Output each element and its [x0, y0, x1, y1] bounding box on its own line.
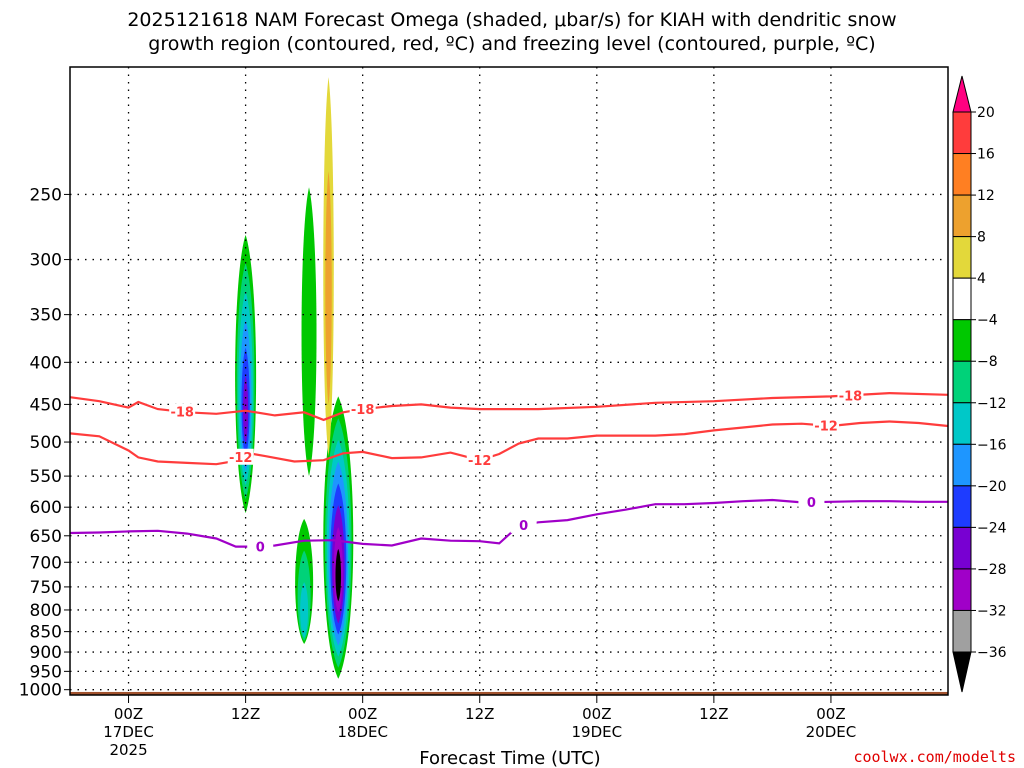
y-tick-label-850: 850	[30, 623, 62, 643]
contour-label-0-1: -18	[351, 403, 375, 418]
contour-label-bg-0-0	[169, 403, 196, 420]
omega-contour-2--8	[301, 187, 317, 477]
colorbar-bottom-arrow	[952, 651, 972, 693]
x-tick-date-0: 17DEC	[103, 723, 154, 741]
omega-contour-4-8	[325, 171, 332, 405]
colorbar-label-0: 20	[977, 105, 995, 121]
colorbar-bin-6	[952, 360, 972, 404]
y-tick-label-450: 450	[30, 395, 62, 415]
x-tick-year-0: 2025	[109, 741, 147, 759]
contour-label-1-1: -12	[468, 454, 492, 469]
contour-label-bg-1-2	[813, 417, 840, 434]
x-tick-label-72: 00Z	[816, 705, 845, 723]
colorbar-label-1: 16	[977, 147, 995, 163]
contour-line-2	[69, 498, 948, 548]
ground-strip	[70, 691, 948, 695]
omega-shading	[235, 77, 354, 679]
y-tick-label-650: 650	[30, 527, 62, 547]
ground-terrain	[70, 691, 948, 695]
colorbar-bin-0	[952, 111, 972, 155]
colorbar: 20 16 12 8 4 −4 −8 −12 −16 −20 −24 −28 −32 −36	[952, 75, 1007, 693]
y-tick-label-1000: 1000	[19, 681, 62, 701]
x-tick-label-60: 12Z	[699, 705, 728, 723]
x-tick-label-48: 00Z	[582, 705, 611, 723]
contour-label-2-0: 0	[256, 540, 265, 555]
contour-label-1-0: -12	[229, 451, 253, 466]
contour-label-bg-1-1	[466, 452, 493, 469]
x-tick-date-48: 19DEC	[572, 723, 623, 741]
contour-label-0-0: -18	[170, 406, 194, 421]
y-tick-label-550: 550	[30, 467, 62, 487]
contour-label-2-1: 0	[519, 519, 528, 534]
chart-title-line1: 2025121618 NAM Forecast Omega (shaded, μ…	[127, 9, 896, 31]
contour-label-0-2: -18	[839, 389, 863, 404]
colorbar-label-2: 12	[977, 188, 995, 204]
contour-label-bg-2-2	[798, 494, 825, 511]
y-tick-label-700: 700	[30, 553, 62, 573]
colorbar-bin-9	[952, 485, 972, 528]
y-tick-label-950: 950	[30, 662, 62, 682]
colorbar-bin-11	[952, 568, 972, 611]
colorbar-label-8: −16	[977, 437, 1007, 453]
x-tick-label-36: 12Z	[465, 705, 494, 723]
x-tick-label-0: 00Z	[114, 705, 143, 723]
contour-label-bg-2-0	[247, 538, 274, 555]
contour-label-bg-0-2	[837, 387, 864, 404]
y-tick-label-750: 750	[30, 578, 62, 598]
colorbar-bin-3	[952, 236, 972, 279]
x-tick-label-12: 12Z	[231, 705, 260, 723]
x-tick-label-24: 00Z	[348, 705, 377, 723]
omega-contour-3--16	[300, 582, 309, 638]
y-tick-label-400: 400	[30, 353, 62, 373]
contour-label-bg-2-1	[510, 516, 537, 533]
colorbar-label-6: −8	[977, 354, 998, 370]
colorbar-bin-5	[952, 319, 972, 362]
colorbar-bin-10	[952, 526, 972, 570]
y-axis: 2503003504004505005506006507007508008509…	[19, 185, 70, 701]
y-tick-label-900: 900	[30, 643, 62, 663]
colorbar-label-5: −4	[977, 313, 998, 329]
y-tick-label-800: 800	[30, 601, 62, 621]
y-tick-label-300: 300	[30, 251, 62, 271]
contour-label-bg-1-0	[227, 448, 254, 465]
y-tick-label-250: 250	[30, 185, 62, 205]
contour-label-bg-0-1	[349, 401, 376, 418]
grid-lines	[70, 67, 948, 695]
colorbar-label-11: −28	[977, 562, 1007, 578]
contour-label-1-2: -12	[814, 420, 838, 435]
chart-title-line2: growth region (contoured, red, ºC) and f…	[148, 33, 875, 55]
credit-text: coolwx.com/modelts	[853, 748, 1016, 766]
y-tick-label-600: 600	[30, 498, 62, 518]
y-tick-label-350: 350	[30, 306, 62, 326]
plot-frame	[69, 66, 949, 696]
colorbar-bin-1	[952, 153, 972, 196]
x-tick-date-24: 18DEC	[337, 723, 388, 741]
colorbar-bin-12	[952, 609, 972, 653]
colorbar-bin-8	[952, 443, 972, 487]
contour-line-0	[69, 391, 949, 422]
colorbar-label-7: −12	[977, 396, 1007, 412]
colorbar-top-arrow	[952, 75, 972, 113]
contour-label-2-2: 0	[807, 496, 816, 511]
colorbar-bin-2	[952, 194, 972, 238]
colorbar-label-9: −20	[977, 479, 1007, 495]
colorbar-label-4: 4	[977, 271, 986, 287]
colorbar-bin-4	[952, 277, 972, 321]
x-tick-date-72: 20DEC	[806, 723, 857, 741]
colorbar-label-13: −36	[977, 645, 1007, 661]
omega-contour-1--36	[335, 548, 342, 602]
x-axis-label: Forecast Time (UTC)	[419, 748, 600, 768]
colorbar-bin-7	[952, 402, 972, 445]
contours: -18 -18 -18 -12 -12 -12 0 0 0	[69, 387, 949, 555]
colorbar-label-10: −24	[977, 520, 1007, 536]
y-tick-label-500: 500	[30, 433, 62, 453]
colorbar-label-12: −32	[977, 603, 1007, 619]
colorbar-label-3: 8	[977, 230, 986, 246]
